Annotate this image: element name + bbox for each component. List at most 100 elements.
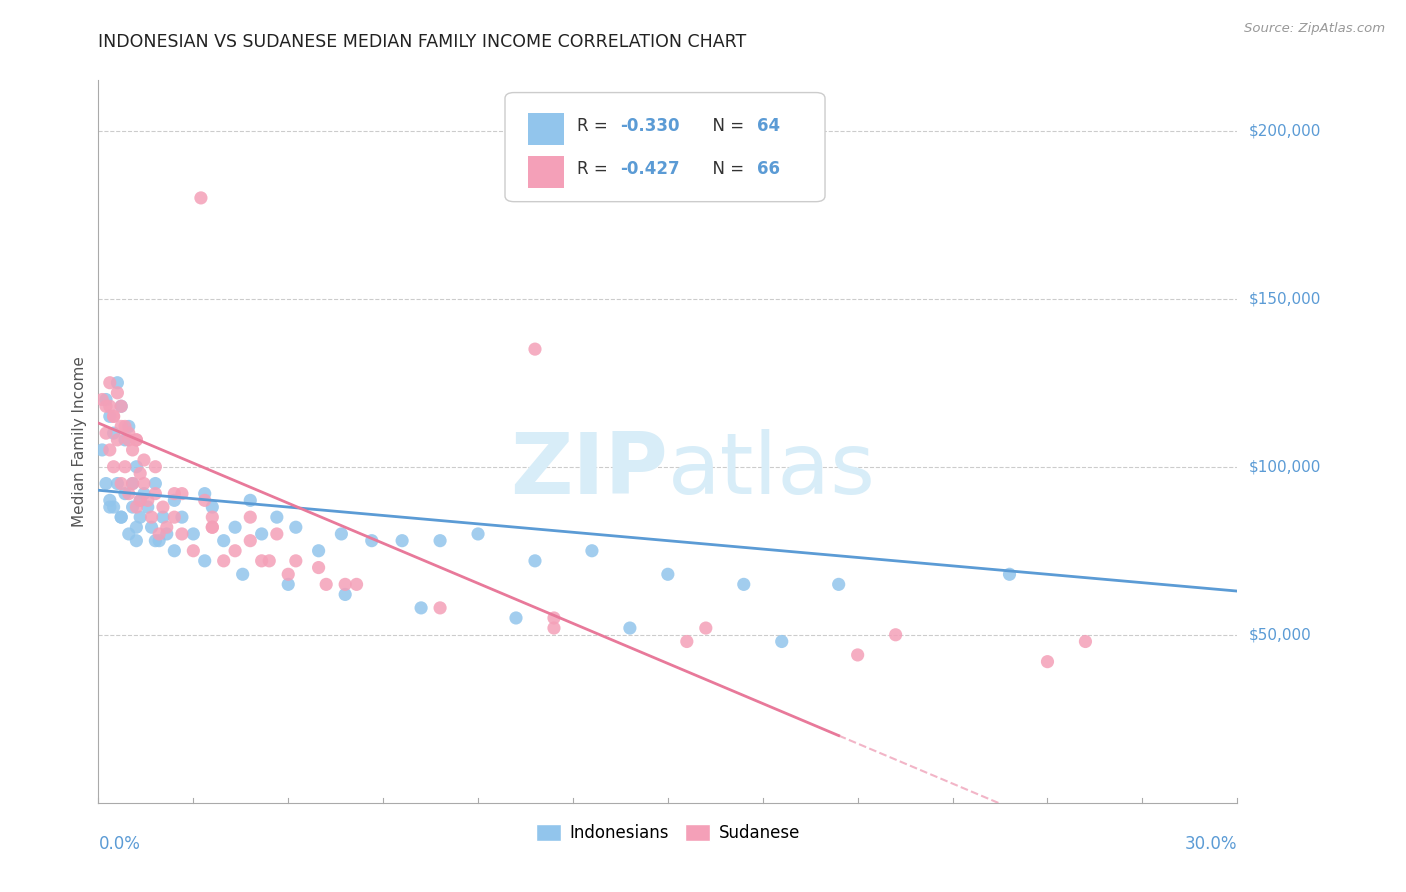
Point	[201, 500, 224, 514]
Point	[770, 634, 793, 648]
Point	[224, 520, 246, 534]
Point	[360, 533, 382, 548]
Point	[194, 493, 217, 508]
Point	[103, 426, 125, 441]
Point	[194, 554, 217, 568]
Point	[581, 543, 603, 558]
Point	[239, 510, 262, 524]
Point	[136, 493, 159, 508]
Point	[201, 520, 224, 534]
Point	[505, 611, 527, 625]
Point	[194, 486, 217, 500]
Point	[132, 453, 155, 467]
Point	[98, 376, 121, 390]
Point	[107, 385, 129, 400]
Point	[170, 486, 193, 500]
Point	[129, 493, 152, 508]
Point	[98, 493, 121, 508]
Point	[107, 376, 129, 390]
Point	[250, 554, 273, 568]
Point	[212, 554, 235, 568]
Point	[118, 527, 141, 541]
Point	[232, 567, 254, 582]
Text: R =: R =	[576, 161, 613, 178]
Text: R =: R =	[576, 117, 613, 135]
Text: INDONESIAN VS SUDANESE MEDIAN FAMILY INCOME CORRELATION CHART: INDONESIAN VS SUDANESE MEDIAN FAMILY INC…	[98, 33, 747, 52]
Text: $200,000: $200,000	[1249, 123, 1320, 138]
Point	[259, 554, 281, 568]
Point	[132, 486, 155, 500]
Point	[284, 554, 307, 568]
Text: -0.330: -0.330	[620, 117, 679, 135]
Text: N =: N =	[702, 161, 749, 178]
Point	[201, 510, 224, 524]
Point	[429, 533, 451, 548]
Point	[110, 510, 132, 524]
Point	[224, 543, 246, 558]
Point	[170, 510, 193, 524]
Text: 66: 66	[756, 161, 780, 178]
Point	[277, 577, 299, 591]
Point	[98, 500, 121, 514]
Point	[266, 527, 288, 541]
Point	[828, 577, 851, 591]
Text: $150,000: $150,000	[1249, 291, 1320, 306]
Text: 0.0%: 0.0%	[98, 835, 141, 854]
Point	[98, 442, 121, 457]
Point	[110, 399, 132, 413]
FancyBboxPatch shape	[527, 156, 564, 188]
Point	[163, 543, 186, 558]
Point	[190, 191, 212, 205]
Point	[107, 476, 129, 491]
Point	[391, 533, 413, 548]
Point	[1074, 634, 1097, 648]
Point	[156, 527, 179, 541]
Point	[152, 500, 174, 514]
Point	[1036, 655, 1059, 669]
Point	[94, 476, 117, 491]
Point	[118, 419, 141, 434]
Point	[145, 476, 167, 491]
Point	[524, 342, 547, 356]
Point	[129, 467, 152, 481]
Point	[98, 399, 121, 413]
Point	[524, 554, 547, 568]
Text: Source: ZipAtlas.com: Source: ZipAtlas.com	[1244, 22, 1385, 36]
Point	[543, 611, 565, 625]
Text: -0.427: -0.427	[620, 161, 679, 178]
Point	[129, 493, 152, 508]
Point	[884, 628, 907, 642]
Point	[733, 577, 755, 591]
Text: $100,000: $100,000	[1249, 459, 1320, 475]
Point	[676, 634, 699, 648]
Point	[308, 560, 330, 574]
Text: atlas: atlas	[668, 429, 876, 512]
Point	[118, 426, 141, 441]
Point	[110, 510, 132, 524]
Point	[201, 520, 224, 534]
Point	[103, 500, 125, 514]
Text: 30.0%: 30.0%	[1185, 835, 1237, 854]
Point	[94, 426, 117, 441]
Point	[132, 476, 155, 491]
Point	[429, 600, 451, 615]
Point	[125, 433, 148, 447]
Point	[543, 621, 565, 635]
Point	[114, 459, 136, 474]
Point	[114, 433, 136, 447]
Point	[330, 527, 353, 541]
Point	[695, 621, 717, 635]
Point	[846, 648, 869, 662]
Point	[141, 520, 163, 534]
Text: 64: 64	[756, 117, 780, 135]
Point	[145, 459, 167, 474]
Point	[121, 476, 143, 491]
Point	[148, 527, 170, 541]
Point	[110, 476, 132, 491]
Legend: Indonesians, Sudanese: Indonesians, Sudanese	[529, 817, 807, 848]
Text: N =: N =	[702, 117, 749, 135]
Point	[346, 577, 368, 591]
Point	[121, 500, 143, 514]
Point	[183, 527, 205, 541]
Point	[145, 533, 167, 548]
